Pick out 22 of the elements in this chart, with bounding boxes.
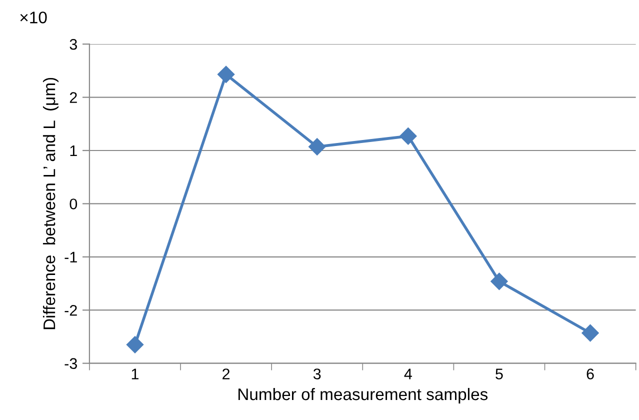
y-tick-label: 3 bbox=[70, 38, 77, 50]
x-tick-label: 5 bbox=[496, 368, 503, 380]
y-tick-label: -2 bbox=[64, 304, 77, 316]
point bbox=[308, 138, 326, 156]
point bbox=[126, 336, 144, 354]
point bbox=[217, 66, 235, 83]
x-tick-label: 3 bbox=[313, 368, 321, 380]
x-tick-label: 1 bbox=[132, 368, 138, 380]
point bbox=[400, 128, 417, 145]
y-tick-label: 1 bbox=[70, 146, 77, 156]
x-tick-label: 6 bbox=[586, 368, 594, 380]
y-tick-label: -1 bbox=[64, 252, 77, 262]
y-tick-label: 0 bbox=[70, 198, 78, 210]
text: ×10 bbox=[20, 12, 47, 24]
y-tick-label: 2 bbox=[70, 92, 77, 103]
x-tick-label: 2 bbox=[222, 368, 230, 380]
x-axis-title: Number of measurement samples bbox=[238, 388, 488, 404]
point bbox=[582, 324, 599, 342]
y-tick-label: -3 bbox=[64, 358, 77, 369]
point bbox=[490, 272, 508, 290]
y-axis-title: Difference between L’ and L (μm) bbox=[42, 78, 59, 330]
x-tick-label: 4 bbox=[404, 368, 412, 380]
